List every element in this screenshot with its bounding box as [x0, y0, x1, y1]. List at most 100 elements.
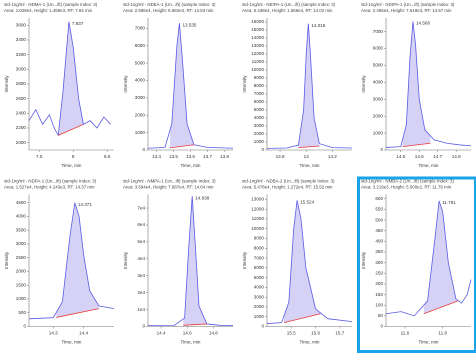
y-tick-label: 350 [375, 249, 383, 254]
y-tick-label: 9000 [254, 236, 265, 241]
y-tick-label: 200 [375, 281, 383, 286]
y-tick-label: 1000 [373, 130, 384, 135]
y-tick-label: 4e4 [137, 256, 145, 261]
y-tick-label: 6000 [254, 99, 265, 104]
peak-area [423, 200, 458, 314]
y-tick-label: 0 [23, 324, 26, 329]
y-tick-label: 3600 [16, 23, 27, 28]
x-tick-label: 14.5 [396, 154, 405, 159]
y-tick-label: 3000 [16, 67, 27, 72]
y-tick-label: 2500 [16, 255, 27, 260]
y-tick-label: 2200 [16, 125, 27, 130]
y-tick-label: 1000 [254, 314, 265, 319]
y-tick-label: 3500 [16, 227, 27, 232]
y-tick-label: 6000 [373, 46, 384, 51]
x-tick-label: 7.5 [36, 154, 43, 159]
y-tick-label: 0 [261, 324, 264, 329]
y-tick-label: 550 [375, 207, 383, 212]
x-tick-label: 13.5 [169, 154, 178, 159]
y-tick-label: 4000 [135, 78, 146, 83]
y-tick-label: 0 [380, 147, 383, 152]
y-tick-label: 3000 [254, 123, 265, 128]
x-tick-label: 14.8 [209, 331, 218, 336]
y-tick-label: 4000 [16, 214, 27, 219]
y-tick-label: 10000 [251, 67, 264, 72]
peak-area [183, 196, 207, 326]
x-tick-label: 13.7 [203, 154, 212, 159]
y-tick-label: 300 [375, 260, 383, 265]
x-tick-label: 14.3 [49, 331, 58, 336]
baseline [283, 313, 321, 323]
y-tick-label: 7000 [254, 91, 265, 96]
y-tick-label: 2000 [254, 131, 265, 136]
y-tick-label: 8000 [254, 83, 265, 88]
baseline [298, 145, 320, 148]
y-tick-label: 500 [375, 217, 383, 222]
y-tick-label: 2000 [373, 113, 384, 118]
y-tick-label: 1000 [135, 130, 146, 135]
y-tick-label: 7000 [254, 255, 265, 260]
x-tick-label: 11.8 [438, 331, 447, 336]
x-tick-label: 15.6 [311, 331, 320, 336]
peak-label: 14.566 [416, 21, 430, 26]
y-tick-label: 15000 [251, 27, 264, 32]
y-tick-label: 10000 [251, 226, 264, 231]
y-axis-label: Intensity [123, 75, 128, 93]
y-tick-label: 3000 [16, 241, 27, 246]
y-tick-label: 450 [375, 228, 383, 233]
x-tick-label: 13.4 [152, 154, 161, 159]
peak-area [56, 202, 99, 318]
y-tick-label: 2000 [16, 269, 27, 274]
peak-label: 11.781 [442, 200, 456, 205]
y-tick-label: 3200 [16, 52, 27, 57]
x-axis-label: Time, min [300, 340, 320, 345]
panel-title: std-1ng/ml - NDPA-1 (Un...ift) (sample I… [4, 179, 97, 184]
y-tick-label: 500 [18, 310, 26, 315]
peak-area [298, 23, 320, 148]
panel-title: std-1ng/ml - NMPA-1 (Un...ift) (sample I… [123, 179, 216, 184]
x-tick-label: 13.8 [276, 154, 285, 159]
y-tick-label: 2000 [135, 112, 146, 117]
y-tick-label: 3000 [254, 294, 265, 299]
y-tick-label: 4500 [16, 200, 27, 205]
y-tick-label: 5000 [254, 107, 265, 112]
baseline [402, 142, 431, 148]
trace-line [385, 200, 472, 317]
y-tick-label: 150 [375, 292, 383, 297]
y-tick-label: 13000 [251, 197, 264, 202]
peak-label: 7.937 [72, 21, 84, 26]
panel-subtitle: Area: 3.219e3, Height: 5.500e2, RT: 11.7… [361, 185, 452, 190]
x-tick-label: 14.4 [157, 331, 166, 336]
x-axis-label: Time, min [181, 340, 201, 345]
y-tick-label: 5000 [254, 275, 265, 280]
y-tick-label: 5000 [135, 60, 146, 65]
y-tick-label: 5e4 [137, 239, 145, 244]
y-tick-label: 7000 [135, 26, 146, 31]
x-tick-label: 14.7 [433, 154, 442, 159]
y-tick-label: 50 [378, 313, 384, 318]
x-axis-label: Time, min [419, 340, 439, 345]
y-axis-label: Intensity [4, 251, 9, 269]
x-axis-label: Time, min [181, 163, 201, 168]
peak-area [284, 200, 321, 323]
y-tick-label: 2600 [16, 96, 27, 101]
y-axis-label: Intensity [123, 251, 128, 269]
panel-title: std-1ng/ml - NDBA-2 (Un...ift) (sample I… [242, 179, 335, 184]
baseline [423, 300, 458, 315]
y-tick-label: 6000 [135, 43, 146, 48]
x-axis-label: Time, min [62, 340, 82, 345]
y-axis-label: Intensity [242, 75, 247, 93]
x-tick-label: 13.8 [220, 154, 229, 159]
y-tick-label: 3e4 [137, 273, 145, 278]
peak-label: 14.371 [78, 202, 92, 207]
y-axis-label: Intensity [361, 251, 366, 269]
y-tick-label: 11000 [252, 216, 265, 221]
y-tick-label: 12000 [251, 51, 264, 56]
y-tick-label: 3400 [16, 37, 27, 42]
peak-label: 14.638 [195, 195, 209, 200]
panel-title: std-1ng/ml - NDMA-1 (Un...ift) (sample I… [4, 2, 98, 7]
y-tick-label: 0 [142, 147, 145, 152]
x-tick-label: 14.4 [79, 331, 88, 336]
x-tick-label: 8 [72, 154, 75, 159]
panel-subtitle: Area: 1.028e4, Height: 1.459e3, RT: 7.94… [4, 8, 93, 13]
